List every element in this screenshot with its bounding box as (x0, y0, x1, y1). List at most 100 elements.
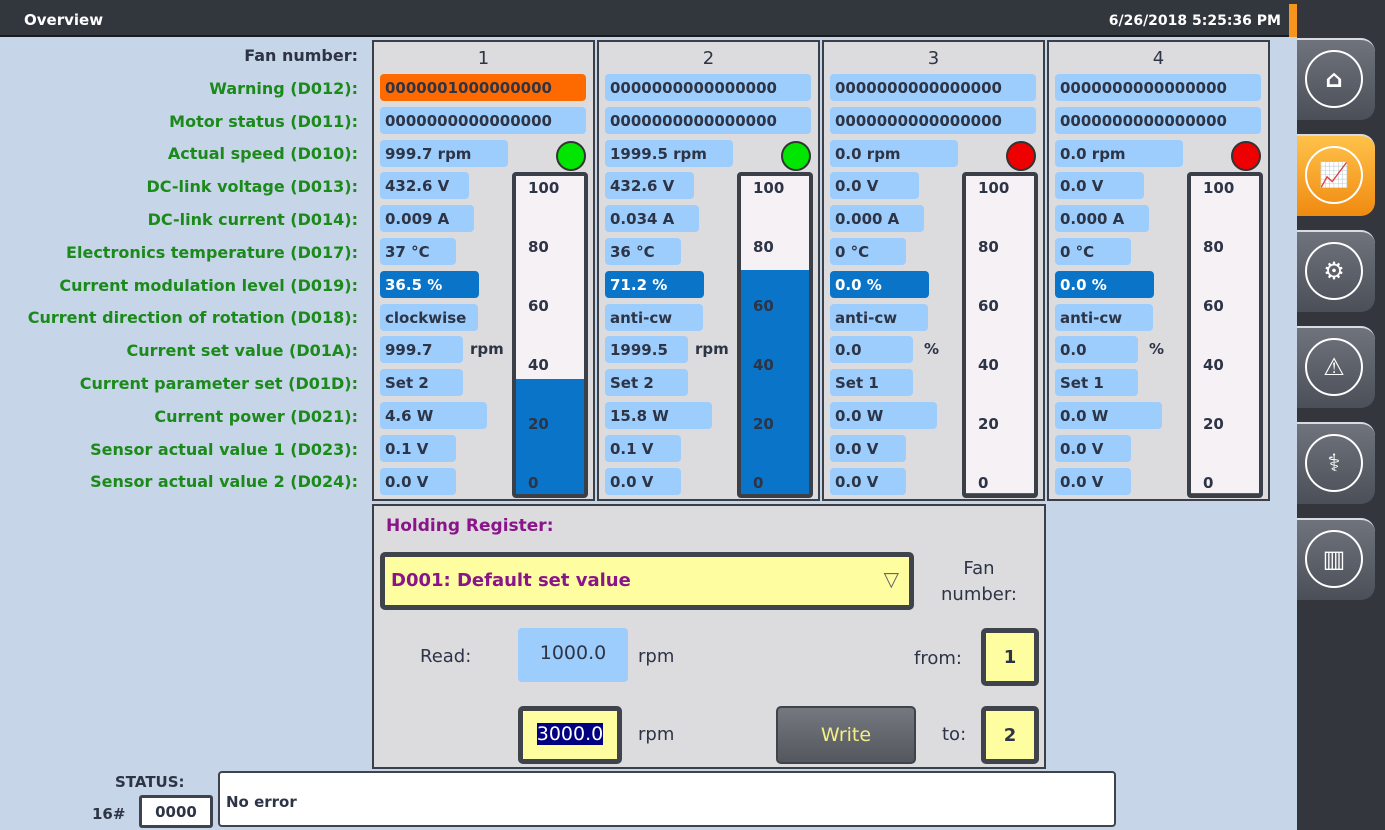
gauge-tick-label: 100 (1203, 179, 1235, 197)
fan-sensor1-field: 0.1 V (380, 434, 456, 462)
fan-set-value-field: 0.0 (830, 336, 913, 364)
nav-button-stethoscope[interactable]: ⚕ (1297, 422, 1375, 504)
gauge-tick-label: 80 (978, 238, 999, 256)
to-fan-input[interactable]: 2 (981, 706, 1039, 764)
fan-voltage-field: 0.0 V (1055, 172, 1144, 200)
status-message: No error (218, 771, 1116, 827)
fan-sensor1-field: 0.0 V (1055, 434, 1131, 462)
screen-title: Overview (24, 11, 104, 29)
fan-modulation-field: 0.0 % (830, 270, 929, 298)
status-led (1006, 141, 1036, 171)
row-label: Sensor actual value 1 (D023): (90, 439, 358, 459)
chevron-down-icon[interactable]: ▽ (883, 567, 899, 591)
gauge-tick-label: 60 (753, 297, 774, 315)
fan-number: 1 (477, 48, 490, 69)
fan-power-field: 0.0 W (830, 402, 937, 429)
gauge-tick-label: 80 (528, 238, 549, 256)
fan-temp-field: 37 °C (380, 238, 456, 265)
fan-speed-field: 1999.5 rpm (605, 139, 733, 167)
nav-button-warning[interactable]: ⚠ (1297, 326, 1375, 408)
gauge-tick-label: 80 (1203, 238, 1224, 256)
row-label: DC-link voltage (D013): (146, 177, 358, 197)
warning-icon: ⚠ (1305, 338, 1363, 396)
write-unit: rpm (638, 724, 675, 745)
fan-warning-field: 0000000000000000 (830, 74, 1036, 101)
fan-modulation-field: 36.5 % (380, 270, 479, 298)
fan-speed-field: 0.0 rpm (1055, 139, 1183, 167)
gauge-tick-label: 100 (528, 179, 560, 197)
fan-number: 2 (702, 48, 715, 69)
fan-sensor1-field: 0.1 V (605, 434, 681, 462)
nav-button-gear[interactable]: ⚙ (1297, 230, 1375, 312)
fan-rotation-field: clockwise (380, 303, 478, 331)
fan-sensor2-field: 0.0 V (605, 467, 681, 495)
fan-power-field: 15.8 W (605, 402, 712, 429)
fan-set-value-field: 999.7 (380, 336, 463, 364)
gauge-tick-label: 20 (528, 415, 549, 433)
fan-warning-field: 0000000000000000 (605, 74, 811, 101)
fan-warning-field: 0000000000000000 (1055, 74, 1261, 101)
write-value-input[interactable]: 3000.0 (518, 706, 622, 764)
fan-param-set-field: Set 2 (380, 369, 463, 397)
row-label: Warning (D012): (209, 78, 358, 98)
fan-param-set-field: Set 1 (1055, 369, 1138, 397)
fan-set-value-field: 1999.5 (605, 336, 688, 364)
write-button[interactable]: Write (776, 706, 916, 764)
fan-number-label: Fan number: (941, 558, 1017, 605)
gauge-tick-label: 80 (753, 238, 774, 256)
modulation-gauge: 100 80 60 40 20 0 (512, 172, 588, 498)
fan-current-field: 0.000 A (830, 205, 924, 233)
gauge-tick-label: 40 (1203, 356, 1224, 374)
fan-motor-field: 0000000000000000 (830, 106, 1036, 134)
row-label: Sensor actual value 2 (D024): (90, 472, 358, 492)
set-value-unit: % (924, 340, 940, 359)
fan-temp-field: 0 °C (830, 238, 906, 265)
home-icon: ⌂ (1305, 50, 1363, 108)
accent-marker (1289, 4, 1297, 37)
fan-panel-1: 1 0000001000000000 0000000000000000 999.7 r… (372, 40, 595, 501)
gauge-tick-label: 100 (978, 179, 1010, 197)
nav-button-home[interactable]: ⌂ (1297, 38, 1375, 120)
row-label: Current parameter set (D01D): (79, 374, 358, 393)
stethoscope-icon: ⚕ (1305, 434, 1363, 492)
fan-rotation-field: anti-cw (830, 303, 928, 331)
fan-modulation-field: 71.2 % (605, 270, 704, 298)
holding-register-panel: Holding Register: D001: Default set valu… (372, 504, 1046, 769)
mixer-sliders-icon: ▥ (1305, 530, 1363, 588)
fan-number: 4 (1152, 48, 1165, 69)
register-select[interactable]: D001: Default set value ▽ (380, 552, 914, 610)
set-value-unit: rpm (470, 340, 504, 359)
fan-sensor2-field: 0.0 V (830, 467, 906, 495)
modulation-gauge: 100 80 60 40 20 0 (737, 172, 813, 498)
from-fan-input[interactable]: 1 (981, 628, 1039, 686)
holding-register-title: Holding Register: (386, 516, 554, 536)
fan-sensor1-field: 0.0 V (830, 434, 906, 462)
fan-voltage-field: 0.0 V (830, 172, 919, 200)
gauge-tick-label: 20 (753, 415, 774, 433)
fan-panel-4: 4 0000000000000000 0000000000000000 0.0 rpm… (1047, 40, 1270, 501)
row-label: Actual speed (D010): (167, 144, 358, 164)
gauge-fill (741, 270, 809, 494)
fan-param-set-field: Set 1 (830, 369, 913, 397)
nav-button-trend-chart[interactable]: 📈 (1297, 134, 1375, 216)
status-code-prefix: 16# (92, 805, 126, 823)
gauge-tick-label: 40 (528, 356, 549, 374)
gauge-tick-label: 20 (978, 415, 999, 433)
gauge-tick-label: 60 (528, 297, 549, 315)
status-led (556, 141, 586, 171)
gauge-tick-label: 0 (978, 474, 989, 492)
fan-set-value-field: 0.0 (1055, 336, 1138, 364)
gauge-tick-label: 20 (1203, 415, 1224, 433)
fan-temp-field: 0 °C (1055, 238, 1131, 265)
read-unit: rpm (638, 646, 675, 667)
gauge-tick-label: 40 (978, 356, 999, 374)
row-label: Motor status (D011): (169, 111, 358, 131)
gauge-tick-label: 0 (528, 474, 539, 492)
row-label: Current direction of rotation (D018): (27, 308, 358, 328)
gauge-fill (966, 492, 1034, 494)
gauge-fill (516, 379, 584, 494)
modulation-gauge: 100 80 60 40 20 0 (1187, 172, 1263, 498)
row-label: Fan number: (244, 46, 358, 65)
fan-speed-field: 0.0 rpm (830, 139, 958, 167)
nav-button-mixer-sliders[interactable]: ▥ (1297, 518, 1375, 600)
